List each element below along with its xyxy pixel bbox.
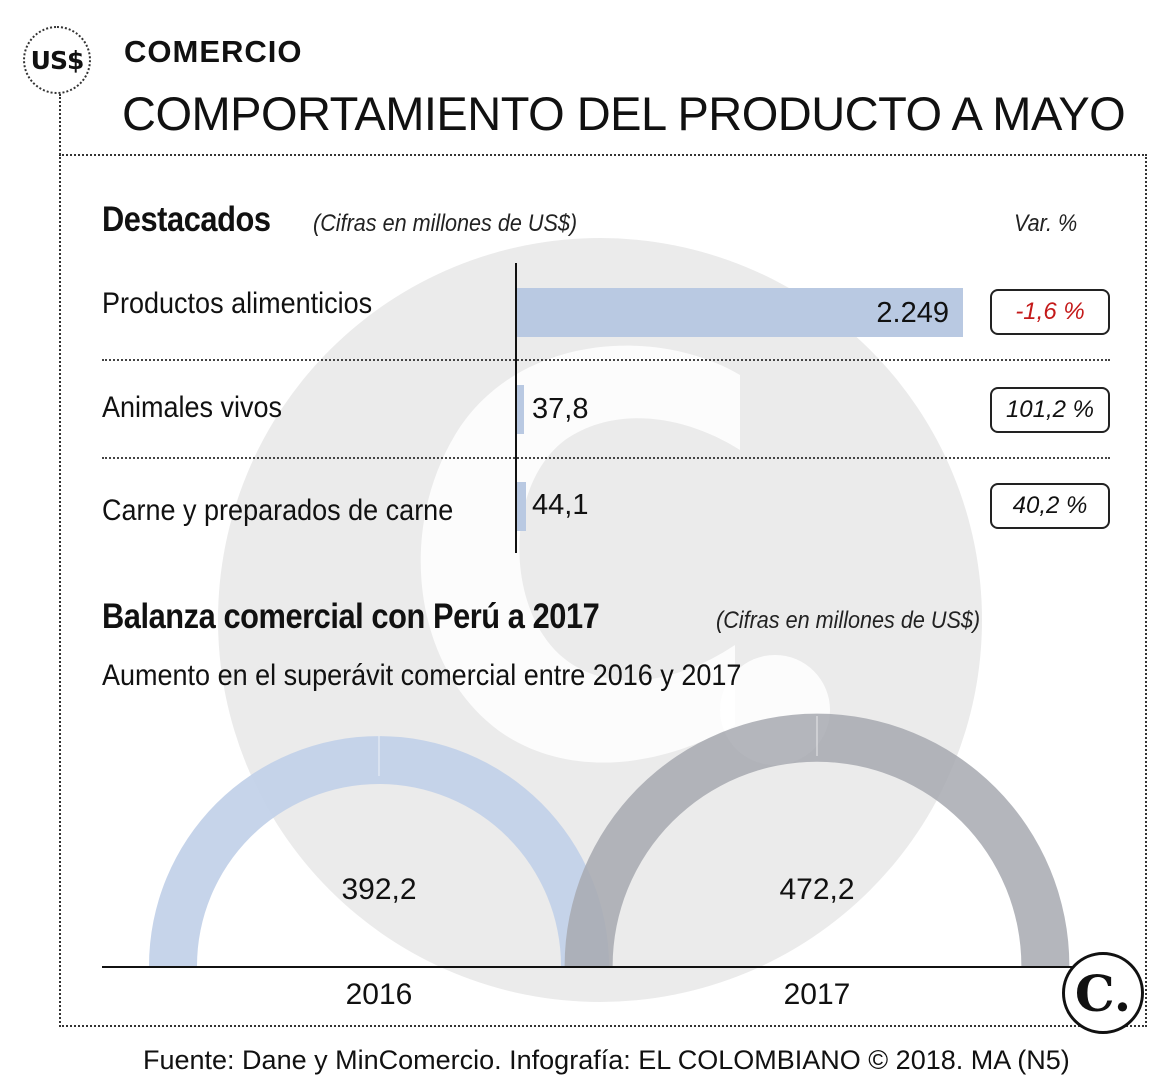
balanza-subtitle: Aumento en el superávit comercial entre … <box>102 659 742 692</box>
variation-carne: 40,2 % <box>990 483 1110 529</box>
bar-productos <box>517 288 963 337</box>
currency-badge: US$ <box>23 26 91 94</box>
balanza-title: Balanza comercial con Perú a 2017 <box>102 597 600 636</box>
arc-value-2016: 392,2 <box>341 873 417 906</box>
destacados-note: (Cifras en millones de US$) <box>313 210 578 237</box>
variation-header: Var. % <box>1014 210 1078 237</box>
row-separator <box>102 359 1110 361</box>
row-separator <box>102 457 1110 459</box>
variation-productos: -1,6 % <box>990 289 1110 335</box>
row-label-animales: Animales vivos <box>102 391 283 424</box>
page-title: COMPORTAMIENTO DEL PRODUCTO A MAYO <box>122 87 1126 140</box>
arc-2016 <box>149 736 609 966</box>
arc-chart <box>149 713 1070 966</box>
row-label-carne: Carne y preparados de carne <box>102 494 454 527</box>
bar-value-animales: 37,8 <box>532 393 589 425</box>
row-label-productos: Productos alimenticios <box>102 287 373 320</box>
el-colombiano-logo-icon: C. <box>1062 952 1144 1034</box>
bar-animales <box>517 385 525 434</box>
year-label-2016: 2016 <box>345 978 413 1011</box>
balanza-note: (Cifras en millones de US$) <box>716 607 981 634</box>
source-credit: Fuente: Dane y MinComercio. Infografía: … <box>143 1045 1070 1075</box>
bar-carne <box>517 482 526 531</box>
frame-left-border <box>59 94 61 1027</box>
content-frame <box>59 154 1147 1027</box>
bar-value-productos: 2.249 <box>876 297 949 329</box>
watermark-logo-icon <box>218 238 982 1002</box>
variation-animales: 101,2 % <box>990 387 1110 433</box>
arc-value-2017: 472,2 <box>779 873 855 906</box>
chart-baseline <box>102 966 1110 968</box>
bar-value-carne: 44,1 <box>532 489 589 521</box>
destacados-title: Destacados <box>102 200 271 239</box>
section-kicker: COMERCIO <box>124 34 303 69</box>
year-label-2017: 2017 <box>783 978 851 1011</box>
arc-2017 <box>564 713 1070 966</box>
bar-axis <box>515 263 517 553</box>
